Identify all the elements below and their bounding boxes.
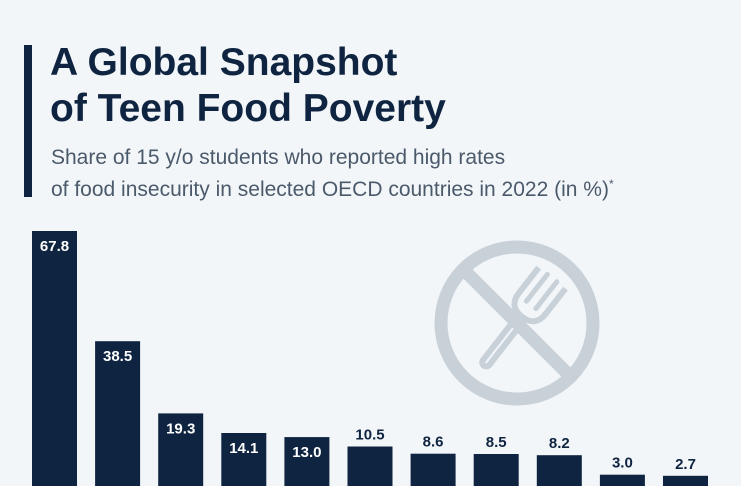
bar-value-label: 8.5 xyxy=(486,434,507,451)
fork-icon xyxy=(479,265,568,370)
subtitle-line-1: Share of 15 y/o students who reported hi… xyxy=(51,146,506,169)
bar-value-label: 2.7 xyxy=(675,456,696,473)
bar-value-label: 8.2 xyxy=(549,435,570,452)
bar-value-label: 8.6 xyxy=(423,434,444,451)
bar xyxy=(663,475,708,486)
title-accent-bar xyxy=(24,45,32,197)
bar-value-label: 3.0 xyxy=(612,455,633,472)
bar xyxy=(347,446,393,486)
bar xyxy=(599,474,645,486)
bar-value-label: 10.5 xyxy=(355,427,384,444)
title-line-2: of Teen Food Poverty xyxy=(50,87,446,130)
bar xyxy=(32,231,77,486)
bar xyxy=(410,453,456,486)
prohibition-circle xyxy=(434,240,600,406)
bar xyxy=(284,437,330,486)
bar-value-label: 67.8 xyxy=(40,238,69,255)
bar-value-label: 13.0 xyxy=(292,444,321,461)
bar xyxy=(473,454,519,486)
bar xyxy=(95,341,141,486)
bar-value-label: 19.3 xyxy=(166,420,195,437)
bar xyxy=(158,413,204,486)
bar-value-label: 14.1 xyxy=(229,440,258,457)
chart-subtitle: Share of 15 y/o students who reported hi… xyxy=(51,144,614,203)
chart-title: A Global Snapshot of Teen Food Poverty xyxy=(50,40,446,132)
bar-value-label: 38.5 xyxy=(103,348,132,365)
footnote-marker: * xyxy=(608,177,614,191)
no-food-icon-graphic xyxy=(434,240,600,406)
bar xyxy=(221,433,267,486)
title-line-1: A Global Snapshot xyxy=(50,41,398,84)
subtitle-line-2: of food insecurity in selected OECD coun… xyxy=(51,178,609,201)
no-food-icon xyxy=(430,236,604,410)
bar xyxy=(536,455,582,486)
prohibition-slash xyxy=(458,264,576,382)
